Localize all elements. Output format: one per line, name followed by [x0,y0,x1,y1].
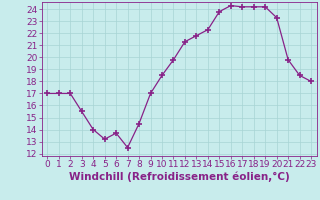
X-axis label: Windchill (Refroidissement éolien,°C): Windchill (Refroidissement éolien,°C) [69,172,290,182]
